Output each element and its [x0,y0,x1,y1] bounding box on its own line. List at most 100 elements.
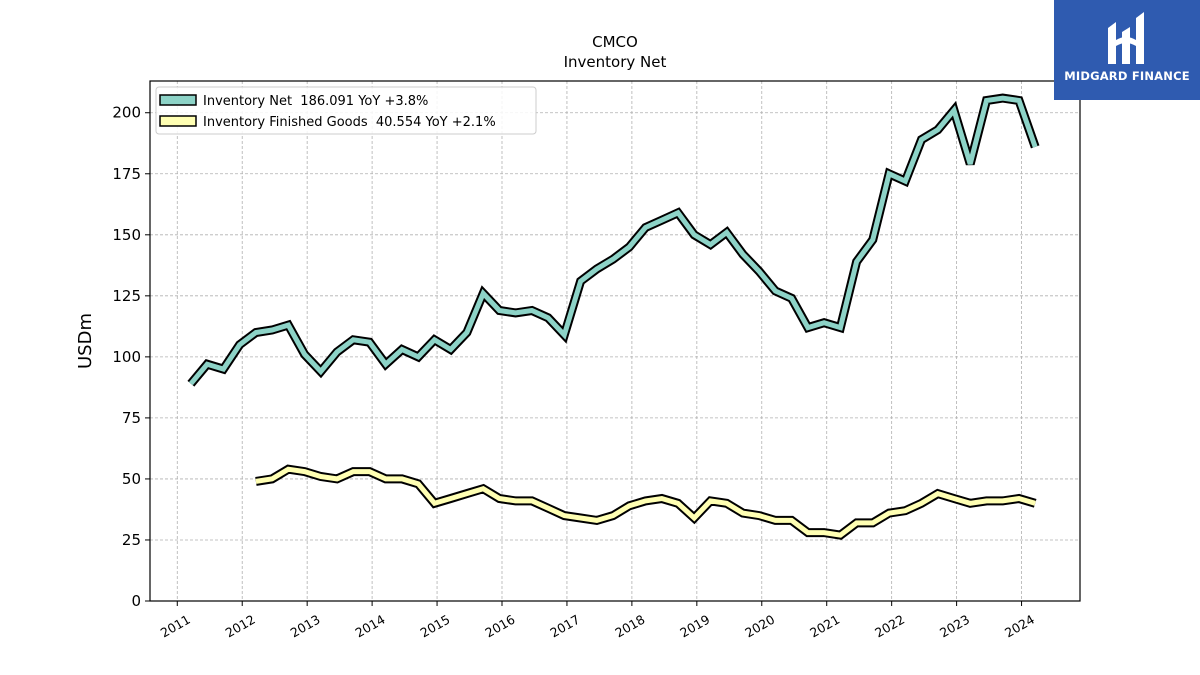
y-tick-label: 75 [122,409,141,427]
data-point [497,308,502,313]
data-point [529,308,534,313]
data-point [529,498,534,503]
x-tick-label: 2017 [547,612,582,641]
data-point [724,230,729,235]
x-tick-label: 2016 [482,612,517,641]
x-tick-label: 2022 [872,612,907,641]
legend: Inventory Net 186.091 YoY +3.8% Inventor… [155,86,537,135]
data-point [594,267,599,272]
data-point [870,520,875,525]
data-point [740,511,745,516]
y-tick-label: 175 [112,165,141,183]
data-point [335,350,340,355]
data-point [351,337,356,342]
data-point [1000,498,1005,503]
data-point [286,323,291,328]
brand-logo: MIDGARD FINANCE [1054,0,1200,100]
logo-text: MIDGARD FINANCE [1064,69,1190,83]
data-point [578,516,583,521]
data-point [253,330,258,335]
data-point [513,310,518,315]
data-point [318,474,323,479]
data-point [383,362,388,367]
data-point [481,291,486,296]
x-tick-label: 2023 [937,612,972,641]
data-point [643,498,648,503]
data-point [578,279,583,284]
data-point [708,242,713,247]
x-tick-label: 2019 [677,612,712,641]
series-outline [187,93,1040,387]
legend-label: Inventory Finished Goods 40.554 YoY +2.1… [203,115,496,130]
chart-title: CMCO [592,33,638,51]
data-point [1033,501,1038,506]
data-point [805,325,810,330]
y-tick-label: 25 [122,531,141,549]
data-point [757,513,762,518]
series-line [188,95,1038,386]
data-point [968,162,973,167]
data-point [318,369,323,374]
data-point [627,245,632,250]
data-point [416,481,421,486]
x-tick-label: 2012 [223,612,258,641]
data-point [432,501,437,506]
data-point [789,296,794,301]
data-point [773,518,778,523]
data-point [952,496,957,501]
data-point [968,501,973,506]
data-point [562,332,567,337]
x-tick-label: 2021 [807,612,842,641]
data-point [903,179,908,184]
data-point [854,520,859,525]
data-point [903,508,908,513]
data-point [400,476,405,481]
data-point [464,491,469,496]
data-point [919,137,924,142]
data-point [270,328,275,333]
data-point [919,501,924,506]
data-point [1033,144,1038,149]
data-point [659,496,664,501]
data-point [367,340,372,345]
data-point [724,501,729,506]
data-point [838,325,843,330]
data-point [757,269,762,274]
data-point [416,354,421,359]
data-point [789,518,794,523]
data-point [594,518,599,523]
data-point [611,257,616,262]
data-point [935,491,940,496]
data-point [887,511,892,516]
data-point [838,533,843,538]
y-tick-label: 100 [112,348,141,366]
data-point [497,496,502,501]
plot-frame [149,80,1081,602]
data-point [773,289,778,294]
x-tick-label: 2018 [612,612,647,641]
series-line [255,466,1036,538]
data-point [237,342,242,347]
data-point [302,469,307,474]
legend-label: Inventory Net 186.091 YoY +3.8% [203,94,428,109]
data-point [659,218,664,223]
y-tick-label: 0 [131,592,141,610]
data-point [611,513,616,518]
data-point [221,367,226,372]
data-point [546,315,551,320]
x-tick-label: 2020 [742,612,777,641]
data-point [205,362,210,367]
data-point [822,320,827,325]
data-point [302,352,307,357]
data-point [708,498,713,503]
y-tick-label: 50 [122,470,141,488]
data-point [335,476,340,481]
data-point [188,381,193,386]
data-point [513,498,518,503]
legend-frame [155,86,537,135]
data-point [448,347,453,352]
data-point [400,347,405,352]
data-point [448,496,453,501]
y-tick-label: 150 [112,226,141,244]
